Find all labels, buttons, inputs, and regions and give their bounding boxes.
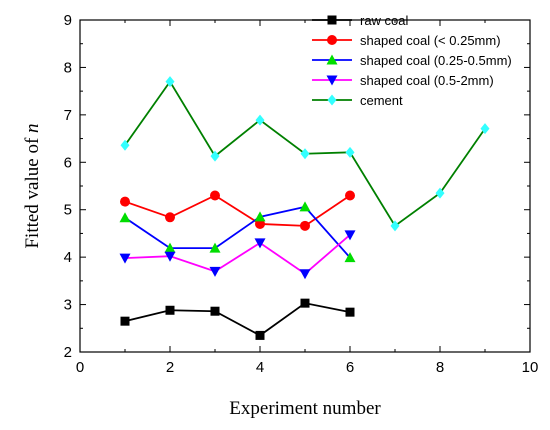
data-point-triangle-down [254, 238, 266, 249]
data-point-square [165, 305, 175, 315]
data-point-diamond [327, 94, 337, 106]
legend: raw coal shaped coal (< 0.25mm) shaped coa… [312, 13, 512, 108]
series-line [124, 234, 351, 275]
data-point-diamond [255, 114, 265, 126]
y-tick-label: 3 [64, 297, 72, 314]
y-tick-label: 6 [64, 154, 72, 171]
legend-item: raw coal [312, 13, 409, 28]
data-point-triangle-up [119, 212, 131, 223]
y-tick-label: 9 [64, 12, 72, 29]
x-tick-label: 2 [166, 359, 174, 376]
data-point-triangle-down [209, 266, 221, 277]
legend-label: shaped coal (0.5-2mm) [360, 73, 494, 88]
data-point-circle [165, 212, 175, 223]
data-point-triangle-down [326, 75, 338, 86]
data-point-triangle-down [299, 269, 311, 280]
data-point-circle [210, 190, 220, 201]
y-tick-label: 4 [64, 249, 72, 266]
series-line [124, 205, 351, 259]
data-point-triangle-down [344, 230, 356, 241]
data-point-triangle-up [326, 54, 338, 65]
data-point-square [120, 316, 130, 326]
data-point-square [345, 307, 355, 317]
x-axis-title: Experiment number [229, 398, 381, 419]
data-point-diamond [300, 148, 310, 160]
data-point-diamond [345, 146, 355, 158]
x-tick-label: 10 [522, 359, 539, 376]
data-point-triangle-up [164, 242, 176, 253]
y-axis-title-italic: n [22, 123, 43, 133]
legend-label: raw coal [360, 13, 409, 28]
legend-label: shaped coal (< 0.25mm) [360, 33, 501, 48]
data-point-triangle-down [119, 253, 131, 264]
series-2 [119, 201, 356, 263]
x-tick-label: 0 [76, 359, 84, 376]
series-3 [119, 230, 356, 280]
legend-item: shaped coal (< 0.25mm) [312, 33, 501, 48]
data-point-triangle-up [344, 252, 356, 263]
series-4 [120, 76, 490, 232]
data-point-diamond [120, 139, 130, 151]
data-point-triangle-up [299, 201, 311, 212]
series-layer [119, 76, 490, 340]
data-point-triangle-up [254, 211, 266, 222]
data-point-circle [255, 218, 265, 229]
data-point-circle [300, 220, 310, 231]
data-point-square [255, 330, 265, 340]
data-point-triangle-up [209, 242, 221, 253]
y-tick-label: 2 [64, 344, 72, 361]
data-point-circle [120, 196, 130, 207]
y-axis-title-main: Fitted value of [22, 133, 43, 249]
series-line [124, 194, 351, 227]
series-line [124, 302, 351, 337]
data-point-diamond [480, 123, 490, 135]
y-tick-label: 5 [64, 202, 72, 219]
data-point-diamond [390, 220, 400, 232]
y-axis-title: Fitted value of n [22, 123, 43, 248]
legend-label: shaped coal (0.25-0.5mm) [360, 53, 512, 68]
data-point-circle [345, 190, 355, 201]
y-tick-label: 7 [64, 107, 72, 124]
data-point-square [210, 306, 220, 316]
data-point-diamond [165, 76, 175, 88]
data-point-square [300, 298, 310, 308]
data-point-square [327, 15, 337, 25]
legend-item: shaped coal (0.25-0.5mm) [312, 53, 512, 68]
data-point-diamond [435, 187, 445, 199]
legend-label: cement [360, 93, 403, 108]
series-0 [120, 298, 355, 340]
legend-item: shaped coal (0.5-2mm) [312, 73, 494, 88]
data-point-diamond [210, 150, 220, 162]
x-tick-label: 6 [346, 359, 354, 376]
data-point-triangle-down [164, 251, 176, 262]
legend-item: cement [312, 93, 403, 108]
series-1 [120, 190, 355, 231]
data-point-circle [327, 35, 337, 45]
x-tick-label: 4 [256, 359, 264, 376]
x-tick-label: 8 [436, 359, 444, 376]
y-tick-label: 8 [64, 59, 72, 76]
